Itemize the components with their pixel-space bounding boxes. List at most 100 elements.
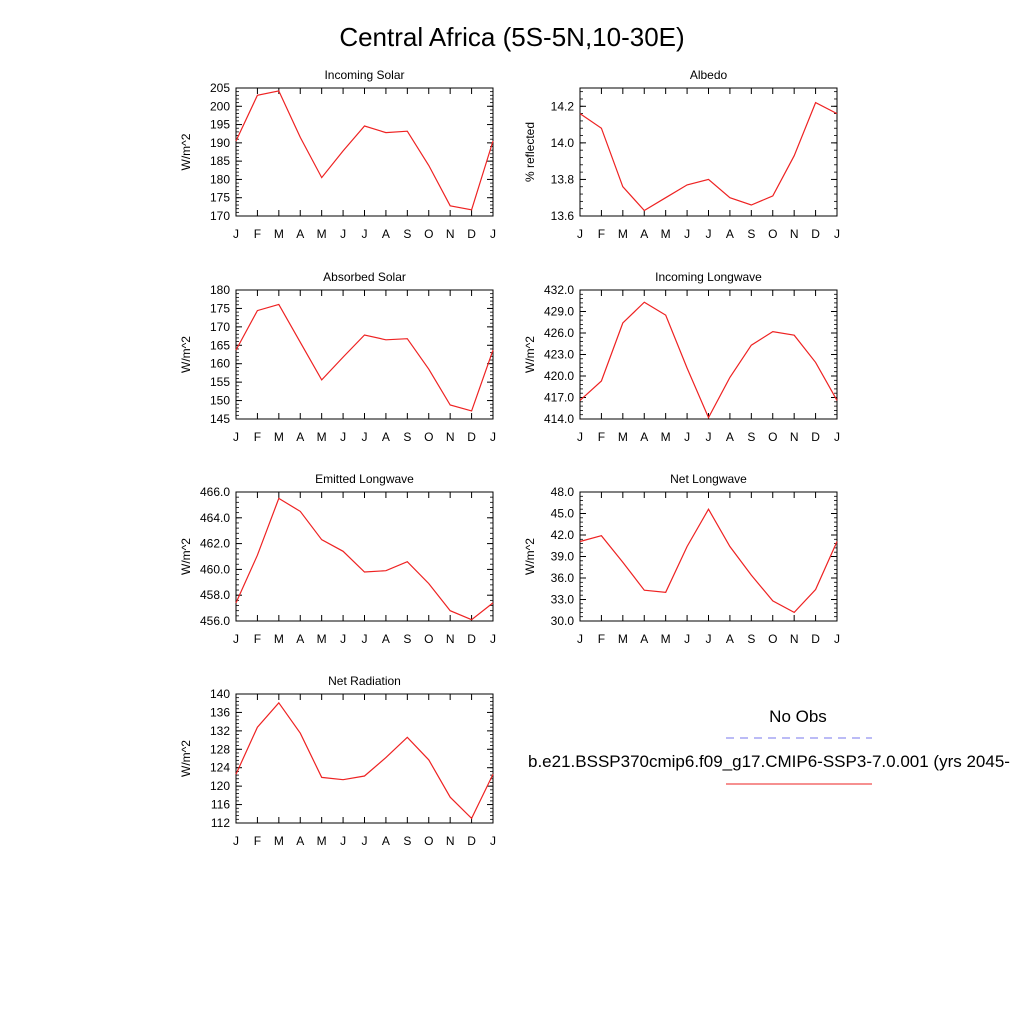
x-tick-label: F [254, 227, 261, 241]
x-tick-label: J [490, 430, 496, 444]
chart-panel: Net Radiation W/m^2 112 116 120 124 128 132 136 1… [179, 674, 496, 848]
x-tick-label: S [747, 430, 755, 444]
y-tick-label: 39.0 [551, 550, 575, 564]
x-tick-label: O [768, 227, 777, 241]
panel-title: Absorbed Solar [323, 270, 406, 284]
y-tick-label: 36.0 [551, 571, 575, 585]
y-tick-label: 33.0 [551, 593, 575, 607]
y-tick-label: 180 [210, 172, 230, 186]
y-tick-label: 429.0 [544, 305, 574, 319]
chart-panels: Incoming Solar W/m^2 170 175 180 185 190 195 200… [179, 68, 840, 848]
x-tick-label: J [706, 227, 712, 241]
y-tick-label: 170 [210, 209, 230, 223]
x-tick-label: N [446, 632, 455, 646]
series-line [579, 101, 838, 212]
x-tick-label: N [790, 227, 799, 241]
x-tick-label: A [382, 632, 390, 646]
x-tick-label: O [768, 632, 777, 646]
x-tick-label: A [726, 632, 734, 646]
series-line [235, 303, 494, 412]
x-tick-label: J [233, 834, 239, 848]
x-tick-label: A [382, 430, 390, 444]
y-tick-label: 460.0 [200, 562, 230, 576]
x-tick-label: F [598, 227, 605, 241]
x-tick-label: N [790, 632, 799, 646]
x-tick-label: A [640, 227, 648, 241]
y-tick-label: 417.0 [544, 391, 574, 405]
x-tick-label: A [296, 834, 304, 848]
y-tick-label: 420.0 [544, 369, 574, 383]
y-tick-label: 423.0 [544, 348, 574, 362]
plot-frame [235, 693, 494, 824]
x-tick-label: N [446, 834, 455, 848]
x-tick-label: J [490, 227, 496, 241]
x-tick-label: J [362, 430, 368, 444]
x-tick-label: J [362, 632, 368, 646]
y-tick-label: 136 [210, 705, 230, 719]
y-tick-label: 466.0 [200, 485, 230, 499]
x-tick-label: J [233, 430, 239, 444]
chart-panel: Incoming Longwave W/m^2 414.0 417.0 420.0 423… [523, 270, 840, 444]
x-tick-label: M [618, 632, 628, 646]
y-tick-label: 464.0 [200, 511, 230, 525]
x-tick-label: J [340, 834, 346, 848]
x-tick-label: M [317, 227, 327, 241]
x-tick-label: A [296, 632, 304, 646]
x-tick-label: D [811, 632, 820, 646]
x-tick-label: D [467, 430, 476, 444]
x-tick-label: M [618, 430, 628, 444]
y-tick-label: 14.2 [551, 99, 575, 113]
plot-frame [235, 289, 494, 420]
x-tick-label: A [726, 430, 734, 444]
x-tick-label: J [684, 430, 690, 444]
series-line [579, 507, 838, 614]
x-tick-label: N [790, 430, 799, 444]
x-tick-label: M [274, 834, 284, 848]
series-line [235, 90, 494, 211]
x-tick-label: O [424, 834, 433, 848]
x-tick-label: F [598, 430, 605, 444]
panel-title: Net Radiation [328, 674, 401, 688]
panel-title: Net Longwave [670, 472, 747, 486]
y-tick-label: 112 [211, 816, 230, 830]
figure-title: Central Africa (5S-5N,10-30E) [339, 22, 684, 52]
y-tick-label: 48.0 [551, 485, 575, 499]
y-tick-label: 165 [210, 338, 230, 352]
x-tick-label: J [490, 834, 496, 848]
x-tick-label: J [233, 227, 239, 241]
x-tick-label: J [362, 227, 368, 241]
y-tick-label: 414.0 [544, 412, 574, 426]
x-tick-label: M [274, 632, 284, 646]
y-tick-label: 160 [210, 357, 230, 371]
x-tick-label: S [403, 227, 411, 241]
y-axis-label: % reflected [523, 122, 537, 182]
x-tick-label: A [640, 632, 648, 646]
x-tick-label: M [317, 430, 327, 444]
y-tick-label: 170 [210, 320, 230, 334]
x-tick-label: J [834, 430, 840, 444]
y-tick-label: 432.0 [544, 283, 574, 297]
x-tick-label: M [661, 632, 671, 646]
chart-panel: Emitted Longwave W/m^2 456.0 458.0 460.0 462.… [179, 472, 496, 646]
x-tick-label: A [640, 430, 648, 444]
chart-panel: Net Longwave W/m^2 30.0 33.0 36.0 39.0 42.0 45.… [523, 472, 840, 646]
x-tick-label: A [382, 227, 390, 241]
y-tick-label: 124 [210, 761, 230, 775]
x-tick-label: M [661, 430, 671, 444]
x-tick-label: J [340, 632, 346, 646]
x-tick-label: J [706, 430, 712, 444]
y-axis-label: W/m^2 [179, 336, 193, 373]
panel-title: Incoming Longwave [655, 270, 762, 284]
y-axis-label: W/m^2 [179, 740, 193, 777]
y-tick-label: 140 [210, 687, 230, 701]
x-tick-label: J [577, 227, 583, 241]
legend-model-label: b.e21.BSSP370cmip6.f09_g17.CMIP6-SSP3-7.… [528, 752, 1010, 771]
x-tick-label: S [403, 430, 411, 444]
y-tick-label: 205 [210, 81, 230, 95]
x-tick-label: J [577, 430, 583, 444]
y-tick-label: 185 [210, 154, 230, 168]
y-tick-label: 42.0 [551, 528, 575, 542]
x-tick-label: M [661, 227, 671, 241]
